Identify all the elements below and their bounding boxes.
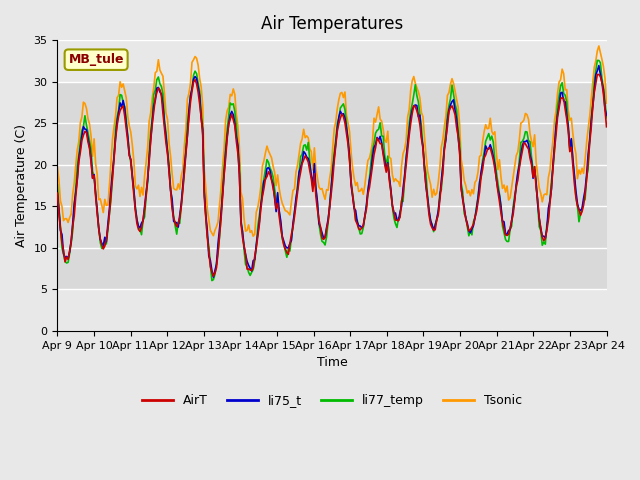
Bar <box>58 82 607 289</box>
Y-axis label: Air Temperature (C): Air Temperature (C) <box>15 124 28 247</box>
Text: MB_tule: MB_tule <box>68 53 124 66</box>
Title: Air Temperatures: Air Temperatures <box>261 15 403 33</box>
Legend: AirT, li75_t, li77_temp, Tsonic: AirT, li75_t, li77_temp, Tsonic <box>137 389 527 412</box>
X-axis label: Time: Time <box>317 356 348 369</box>
